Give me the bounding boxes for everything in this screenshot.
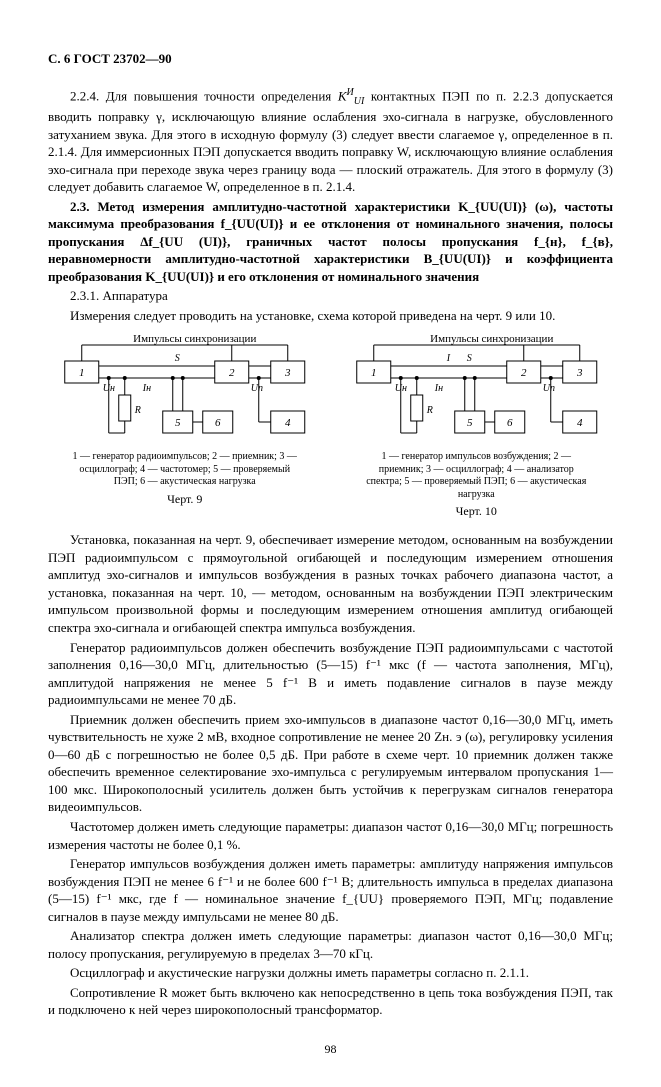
svg-text:2: 2 <box>521 367 527 379</box>
body-6: Анализатор спектра должен иметь следующи… <box>48 927 613 962</box>
fig9-Ih: Iн <box>142 383 151 394</box>
figure-10-svg: 1 2 3 4 5 6 R <box>340 333 614 443</box>
fig10-Ih: Iн <box>433 383 442 394</box>
svg-text:3: 3 <box>284 367 291 379</box>
svg-text:6: 6 <box>215 417 221 429</box>
svg-text:3: 3 <box>576 367 583 379</box>
body-4: Частотомер должен иметь следующие параме… <box>48 818 613 853</box>
fig9-label: Черт. 9 <box>48 491 322 507</box>
para-224: 2.2.4. Для повышения точности определени… <box>48 86 613 196</box>
svg-text:2: 2 <box>229 367 235 379</box>
svg-text:4: 4 <box>577 417 583 429</box>
fig10-Uh: Uн <box>394 383 406 394</box>
figures-row: 1 2 3 4 5 6 <box>48 333 613 520</box>
fig10-toplabel: Импульсы синхронизации <box>430 333 553 345</box>
sym-K-sub: UI <box>354 95 365 106</box>
para224-prefix: 2.2.4. Для повышения точности определени… <box>70 88 338 103</box>
svg-text:5: 5 <box>175 417 181 429</box>
figure-9-svg: 1 2 3 4 5 6 <box>48 333 322 443</box>
svg-text:R: R <box>134 405 141 416</box>
para-23: 2.3. Метод измерения амплитудно-частотно… <box>48 198 613 286</box>
body-8: Сопротивление R может быть включено как … <box>48 984 613 1019</box>
figure-9: 1 2 3 4 5 6 <box>48 333 322 520</box>
svg-text:1: 1 <box>371 367 377 379</box>
svg-text:R: R <box>425 405 432 416</box>
svg-text:6: 6 <box>507 417 513 429</box>
fig10-caption: 1 — генератор импульсов возбуждения; 2 —… <box>361 451 591 501</box>
fig10-S: S <box>466 353 471 364</box>
body-1: Установка, показанная на черт. 9, обеспе… <box>48 531 613 636</box>
fig9-Un: Uп <box>251 383 263 394</box>
fig10-Un: Uп <box>542 383 554 394</box>
sym-K-sup: И <box>347 87 354 98</box>
body-3: Приемник должен обеспечить прием эхо-имп… <box>48 711 613 816</box>
body-5: Генератор импульсов возбуждения должен и… <box>48 855 613 925</box>
figure-10: 1 2 3 4 5 6 R <box>340 333 614 520</box>
fig9-Uh: Uн <box>103 383 115 394</box>
body-2: Генератор радиоимпульсов должен обеспечи… <box>48 639 613 709</box>
svg-text:4: 4 <box>285 417 291 429</box>
page-header: С. 6 ГОСТ 23702—90 <box>48 50 613 68</box>
fig10-I: I <box>445 353 450 364</box>
body-7: Осциллограф и акустические нагрузки долж… <box>48 964 613 982</box>
para-231b: Измерения следует проводить на установке… <box>48 307 613 325</box>
fig9-toplabel: Импульсы синхронизации <box>133 333 256 345</box>
svg-text:5: 5 <box>467 417 473 429</box>
page-number: 98 <box>48 1041 613 1057</box>
para224-after: контактных ПЭП по п. 2.2.3 допускается в… <box>48 88 613 194</box>
svg-text:1: 1 <box>79 367 85 379</box>
fig9-caption: 1 — генератор радиоимпульсов; 2 — приемн… <box>70 451 300 489</box>
fig9-S: S <box>175 353 180 364</box>
para-231: 2.3.1. Аппаратура <box>48 287 613 305</box>
fig10-label: Черт. 10 <box>340 503 614 519</box>
sym-K: K <box>338 88 347 103</box>
